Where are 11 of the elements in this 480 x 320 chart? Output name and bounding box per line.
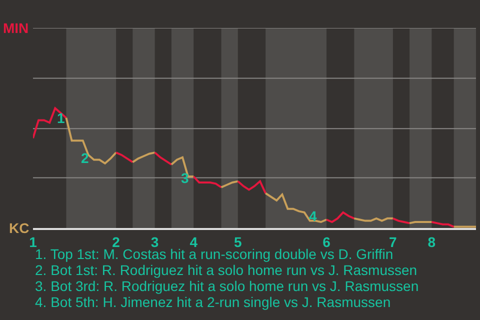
annotation: 4	[309, 208, 317, 224]
annotation: 3	[181, 170, 189, 186]
text: 4. Bot 5th: H. Jimenez hit a 2-run single vs J. Rasmussen	[35, 294, 391, 310]
x-tick-label: 1	[29, 234, 38, 250]
text: 2. Bot 1st: R. Rodriguez hit a solo home run vs J. Rasmussen	[35, 262, 418, 278]
text: KC	[9, 220, 30, 236]
annotation: 1	[57, 110, 65, 126]
text: MIN	[3, 20, 29, 36]
x-tick-label: 8	[428, 234, 436, 250]
text: 3. Bot 3rd: R. Rodriguez hit a solo home run vs J. Rasmussen	[35, 278, 419, 294]
annotation: 2	[81, 150, 89, 166]
